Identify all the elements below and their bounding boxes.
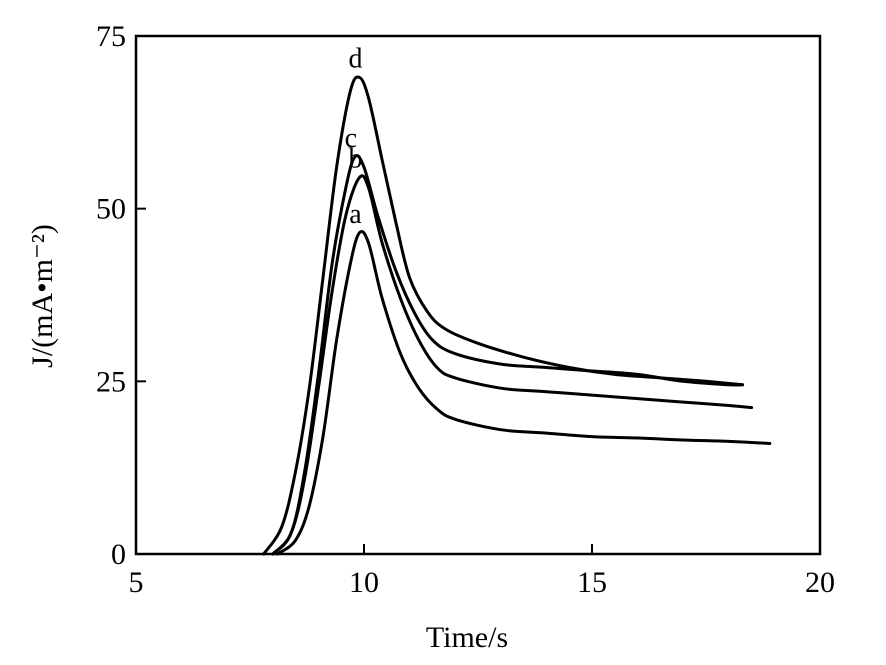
series-label-d: d (348, 43, 362, 74)
axis-ticks (135, 35, 821, 555)
x-tick-label-1: 10 (349, 566, 379, 599)
series-lines (262, 75, 772, 556)
y-axis-title: J/(mA•m⁻²) (26, 224, 59, 368)
series-line-d (262, 75, 744, 556)
series-label-b: b (348, 144, 362, 175)
y-tick-label-0: 0 (111, 538, 126, 571)
x-tick-label-2: 15 (577, 566, 607, 599)
x-tick-label-3: 20 (805, 566, 835, 599)
series-line-a (275, 230, 772, 556)
y-tick-label-1: 25 (96, 365, 126, 398)
series-labels: abc d (345, 43, 363, 229)
x-tick-label-0: 5 (129, 566, 144, 599)
series-line-c (271, 154, 744, 556)
series-label-a: a (349, 199, 362, 230)
y-tick-label-2: 50 (96, 193, 126, 226)
plot-frame (134, 34, 822, 556)
y-tick-label-3: 75 (96, 20, 126, 53)
series-line-b (271, 174, 754, 556)
tick-labels: 5 10 15 20 0 25 50 75 (96, 20, 835, 599)
series-label-c: c (345, 123, 357, 154)
x-axis-title: Time/s (426, 621, 508, 654)
